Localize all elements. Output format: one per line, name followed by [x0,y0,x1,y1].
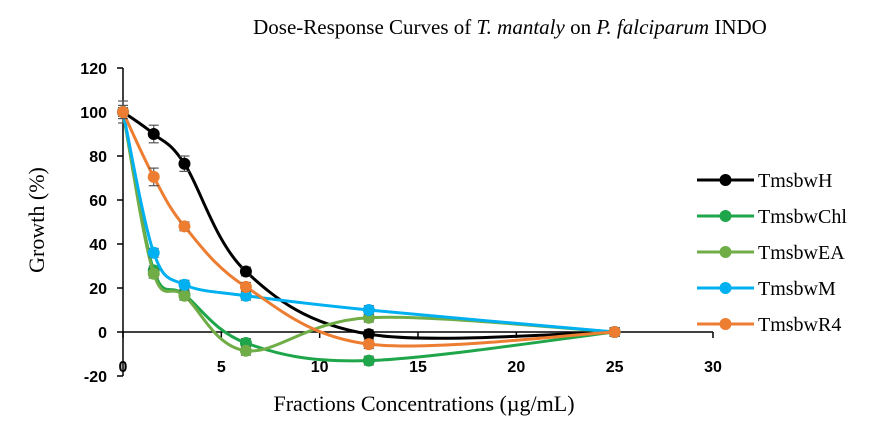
legend-marker [719,174,732,186]
y-tick-label: 0 [98,325,107,342]
plot-area: -20 0 20 40 60 80 100 120 0 5 10 15 20 25 30 [80,61,722,386]
data-point [178,278,191,291]
series-tmsbwr4 [117,104,621,351]
legend-marker [719,210,732,222]
series-line-tmsbwea [121,111,615,353]
data-point [147,170,160,183]
data-point [362,304,375,316]
y-tick-label: 80 [89,149,107,166]
legend-item-tmsbwh: TmsbwH [697,170,832,192]
data-point [147,128,160,140]
legend-label: TmsbwR4 [758,314,841,336]
legend-item-tmsbwr4: TmsbwR4 [697,314,841,336]
chart-title-middle: on [565,15,597,39]
chart-title: Dose-Response Curves of T. mantaly on P.… [253,15,767,39]
x-axis-title: Fractions Concentrations (µg/mL) [273,391,574,416]
x-tick-label: 30 [704,359,722,376]
y-axis-ticks: -20 0 20 40 60 80 100 120 [80,61,123,386]
x-tick-label: 5 [217,359,226,376]
chart-title-pathogen: P. falciparum [595,15,709,39]
data-point [362,338,375,351]
data-point [239,280,252,293]
chart-title-prefix: Dose-Response Curves of [253,15,476,39]
legend-item-tmsbwchl: TmsbwChl [697,206,847,228]
legend-label: TmsbwM [758,278,836,300]
data-point [178,157,191,170]
data-point [362,328,375,341]
x-tick-label: 15 [409,359,427,376]
data-point [178,220,191,233]
data-point [117,106,129,118]
legend-marker [719,282,732,294]
data-point [178,289,191,302]
y-tick-label: 120 [80,61,107,78]
data-point [239,289,252,302]
x-tick-label: 0 [119,359,128,376]
series-layer [117,100,621,367]
y-tick-label: 20 [89,281,107,298]
legend-item-tmsbwm: TmsbwM [697,278,836,300]
chart-title-species: T. mantaly [477,15,566,39]
legend-item-tmsbwea: TmsbwEA [697,242,845,264]
x-axis-ticks: 0 5 10 15 20 25 30 [119,332,722,376]
x-tick-label: 20 [507,359,525,376]
y-tick-label: 40 [89,237,107,254]
chart-title-suffix: INDO [709,15,767,39]
y-tick-label: 100 [80,105,107,122]
y-tick-label: 60 [89,193,107,210]
y-tick-label: -20 [84,369,107,386]
data-point [362,354,375,367]
series-tmsbwea [117,106,621,357]
data-point [239,265,252,278]
legend-marker [719,246,732,258]
legend-marker [719,318,732,330]
legend: TmsbwH TmsbwChl TmsbwEA TmsbwM TmsbwR4 [697,170,847,336]
x-tick-label: 25 [606,359,624,376]
data-point [147,267,160,280]
y-axis-title: Growth (%) [24,167,49,273]
data-point [608,326,621,338]
data-point [147,246,160,259]
legend-label: TmsbwH [758,170,832,192]
x-tick-label: 10 [311,359,329,376]
legend-label: TmsbwChl [758,206,847,228]
legend-label: TmsbwEA [758,242,845,264]
series-line-tmsbwm [121,111,615,334]
data-point [239,344,252,357]
